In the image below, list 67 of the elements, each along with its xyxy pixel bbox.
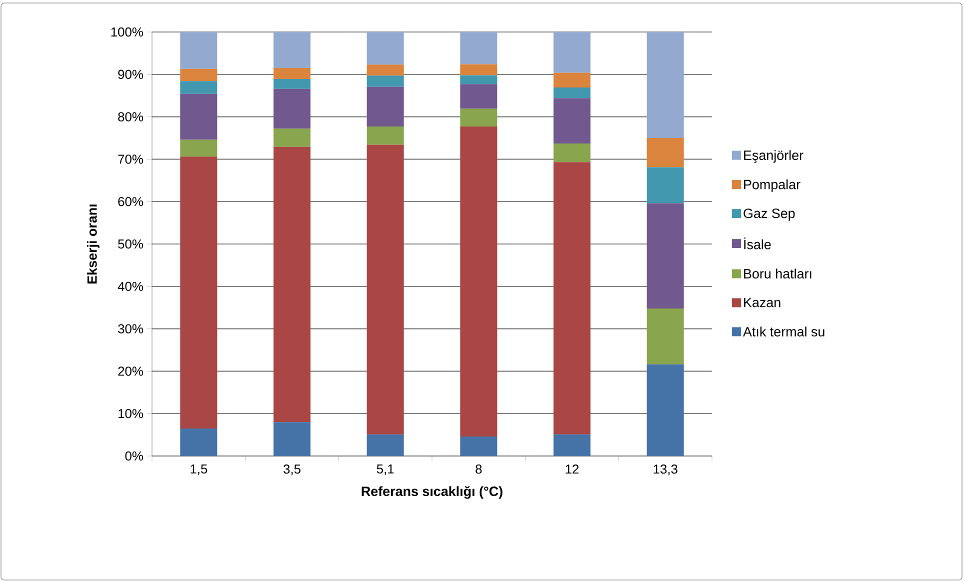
bar xyxy=(180,94,218,140)
x-tick-label: 3,5 xyxy=(284,464,300,476)
bar xyxy=(180,428,218,456)
y-tick-label: 70% xyxy=(118,154,144,164)
bar xyxy=(274,68,311,80)
y-tick-label: 50% xyxy=(118,239,144,249)
legend-label: Pompalar xyxy=(744,179,800,192)
bar xyxy=(646,138,684,168)
y-tick-label: 30% xyxy=(118,324,144,334)
bar xyxy=(460,84,498,109)
bar xyxy=(180,32,218,69)
bar xyxy=(274,128,311,147)
bar xyxy=(366,86,404,127)
bar xyxy=(460,108,498,127)
bar xyxy=(460,436,498,456)
legend-label: Eşanjörler xyxy=(744,150,804,163)
x-tick-label: 8 xyxy=(476,464,482,474)
bar xyxy=(366,126,404,145)
bar xyxy=(180,68,218,82)
y-tick-label: 0% xyxy=(125,451,144,461)
y-tick-label: 20% xyxy=(118,366,144,376)
bar xyxy=(460,32,498,64)
bar xyxy=(554,32,591,73)
bar xyxy=(554,72,591,88)
legend-label: Atık termal su xyxy=(743,326,824,336)
bar xyxy=(274,146,311,422)
bar xyxy=(180,140,218,157)
bar xyxy=(460,75,498,84)
bar xyxy=(366,144,404,434)
y-tick-label: 90% xyxy=(118,70,144,79)
x-tick-label: 1,5 xyxy=(190,464,208,476)
bar xyxy=(646,364,684,456)
bar xyxy=(646,167,684,204)
bar xyxy=(274,32,311,68)
bar xyxy=(366,64,404,76)
x-tick-label: 13,3 xyxy=(654,464,678,476)
legend-label: İsale xyxy=(744,237,771,250)
bar xyxy=(646,308,684,364)
y-axis-title: Ekserji oranı xyxy=(86,204,100,284)
bar xyxy=(180,156,218,428)
x-tick-label: 5,1 xyxy=(376,464,394,476)
bar xyxy=(646,32,684,138)
bar xyxy=(646,203,684,308)
y-tick-label: 40% xyxy=(118,282,144,291)
legend-label: Boru hatları xyxy=(744,268,812,279)
bar xyxy=(554,144,591,162)
bar xyxy=(554,434,591,456)
x-axis-title: Referans sıcaklığı (°C) xyxy=(362,486,502,499)
bar xyxy=(460,126,498,436)
bar xyxy=(366,32,404,65)
bar xyxy=(366,76,404,87)
bar xyxy=(554,88,591,98)
y-tick-label: 80% xyxy=(118,112,144,122)
y-tick-label: 60% xyxy=(118,197,144,206)
legend-label: Gaz Sep xyxy=(744,208,795,221)
bar xyxy=(180,81,218,94)
bar xyxy=(366,434,404,456)
x-tick-label: 12 xyxy=(566,464,579,474)
bar xyxy=(554,98,591,144)
y-tick-label: 10% xyxy=(118,409,144,418)
bar xyxy=(274,422,311,456)
bar xyxy=(274,79,311,89)
bar xyxy=(460,64,498,76)
bar xyxy=(274,88,311,129)
y-tick-label: 100% xyxy=(111,27,144,37)
bar xyxy=(554,162,591,434)
legend-label: Kazan xyxy=(744,298,780,308)
